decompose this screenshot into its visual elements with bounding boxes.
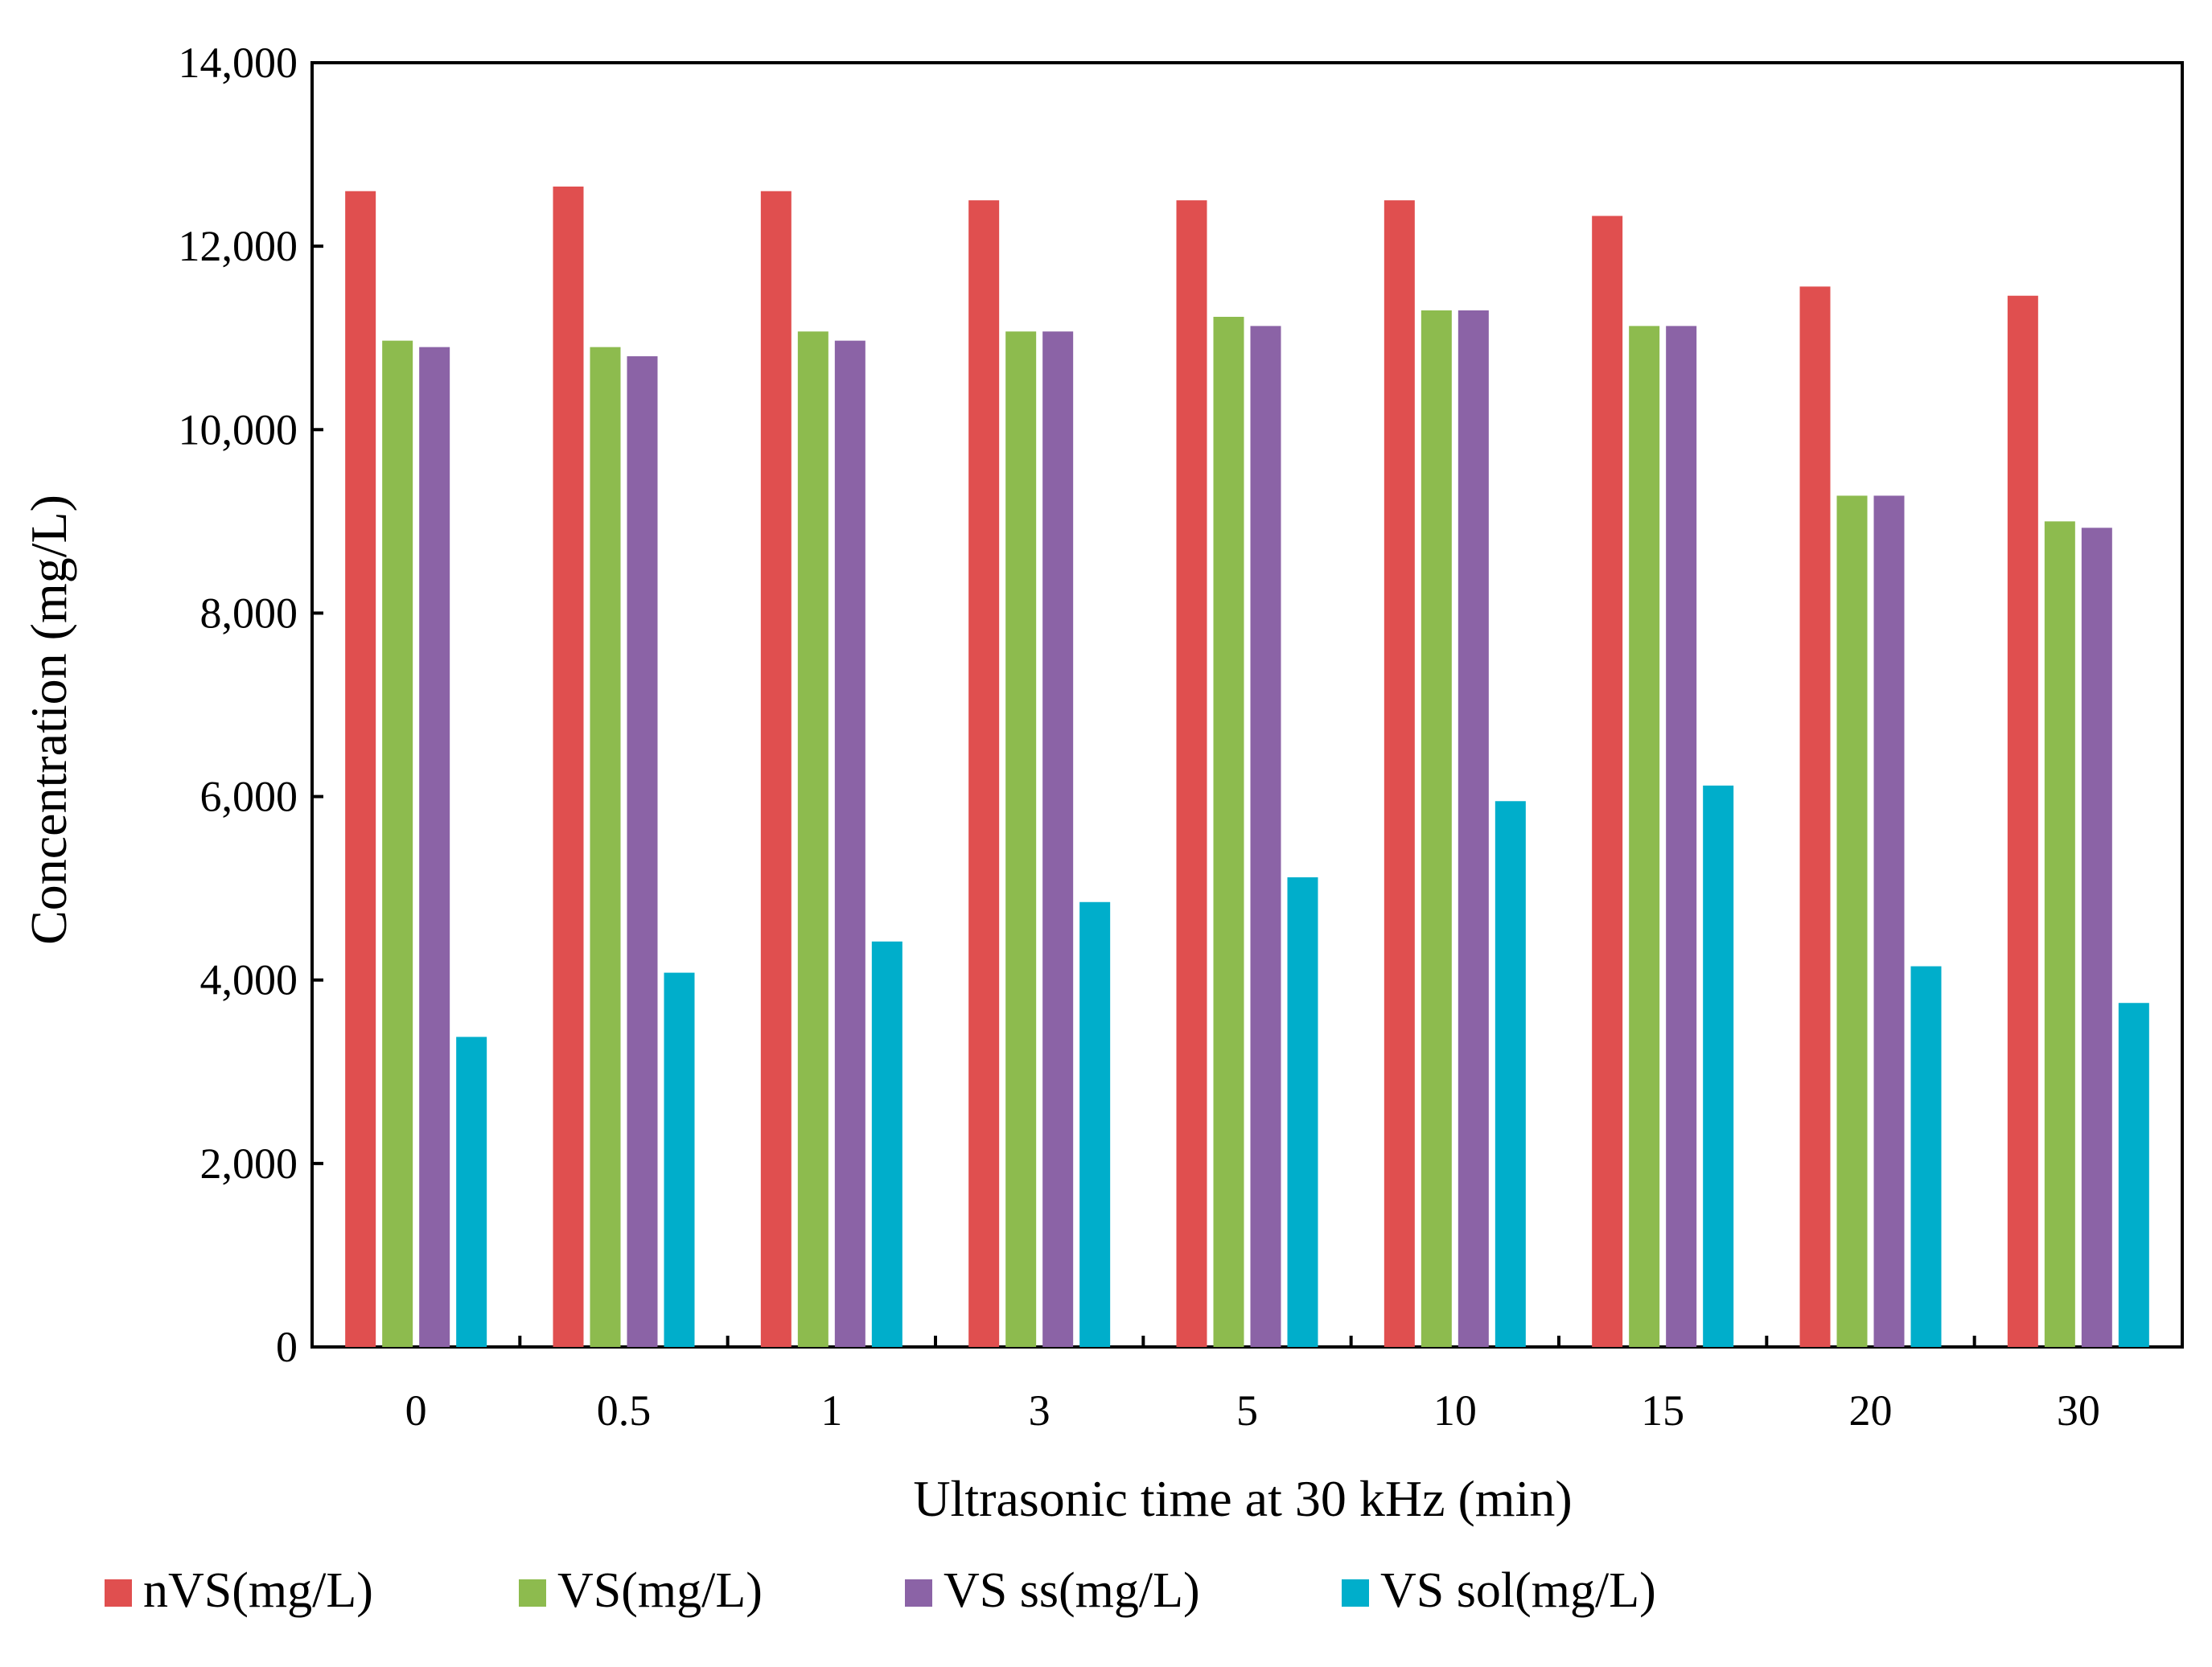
x-tick-label: 0.5 — [597, 1386, 652, 1435]
legend-swatch — [519, 1579, 546, 1607]
bar — [664, 972, 695, 1347]
plot-area — [310, 61, 2184, 1349]
bar — [1458, 310, 1489, 1347]
y-tick-label: 10,000 — [179, 405, 298, 454]
bar — [456, 1037, 487, 1347]
x-tick-label: 20 — [1849, 1386, 1893, 1435]
bar — [871, 941, 902, 1347]
legend-label: VS sol(mg/L) — [1380, 1563, 1656, 1618]
x-tick-label: 30 — [2057, 1386, 2100, 1435]
bar — [1213, 316, 1244, 1348]
bar — [1799, 286, 1831, 1348]
legend-swatch — [105, 1579, 132, 1607]
y-axis: 0 2,000 4,000 6,000 8,000 10,000 12,000 14,000 — [179, 39, 323, 1371]
bar — [2007, 295, 2038, 1347]
legend-label: nVS(mg/L) — [143, 1563, 373, 1618]
bar — [797, 331, 828, 1348]
x-tick-label: 5 — [1236, 1386, 1258, 1435]
legend-swatch — [1342, 1579, 1369, 1607]
bar — [834, 340, 865, 1347]
y-tick-label: 8,000 — [200, 589, 298, 637]
bar — [760, 191, 791, 1348]
bar — [590, 347, 621, 1347]
bar — [1873, 495, 1905, 1347]
x-axis-title: Ultrasonic time at 30 kHz (min) — [913, 1470, 1572, 1527]
legend-label: VS ss(mg/L) — [944, 1563, 1200, 1618]
y-tick-label: 14,000 — [179, 39, 298, 87]
x-tick-label: 15 — [1641, 1386, 1684, 1435]
bar — [1910, 966, 1942, 1347]
legend: nVS(mg/L) VS(mg/L) VS ss(mg/L) VS sol(mg/L) — [105, 1563, 1656, 1618]
plot-frame — [310, 61, 2184, 1349]
y-axis-title: Concentration (mg/L) — [20, 495, 77, 945]
bar — [1176, 200, 1207, 1347]
bar — [419, 347, 450, 1347]
x-tick-label: 10 — [1433, 1386, 1477, 1435]
legend-swatch — [905, 1579, 932, 1607]
bar — [1703, 785, 1734, 1347]
bar — [1250, 326, 1281, 1347]
x-tick-label: 3 — [1029, 1386, 1050, 1435]
bar — [1287, 877, 1318, 1347]
bar — [2044, 521, 2075, 1347]
bar — [1629, 326, 1660, 1347]
bar — [2081, 528, 2112, 1347]
x-tick-label: 0 — [405, 1386, 427, 1435]
y-tick-label: 12,000 — [179, 222, 298, 270]
bar — [1495, 801, 1526, 1347]
bar — [382, 340, 413, 1347]
bar — [1384, 200, 1415, 1347]
bar — [1005, 331, 1037, 1348]
bar — [553, 186, 584, 1347]
bars-layer — [345, 186, 2149, 1348]
bar — [1666, 326, 1697, 1347]
bar — [1836, 495, 1868, 1347]
bar — [1592, 216, 1623, 1348]
bar — [968, 200, 1000, 1347]
y-tick-label: 0 — [276, 1323, 298, 1371]
y-tick-label: 4,000 — [200, 956, 298, 1004]
x-axis: 0 0.5 1 3 5 10 15 20 30 — [405, 1336, 2100, 1435]
bar — [1079, 901, 1111, 1347]
bar — [1421, 310, 1452, 1347]
bar — [2118, 1003, 2149, 1347]
y-tick-label: 6,000 — [200, 773, 298, 821]
bar — [1042, 331, 1074, 1348]
bar — [627, 356, 658, 1347]
legend-label: VS(mg/L) — [557, 1563, 763, 1618]
y-tick-label: 2,000 — [200, 1139, 298, 1188]
x-tick-label: 1 — [820, 1386, 842, 1435]
bar — [345, 191, 376, 1348]
